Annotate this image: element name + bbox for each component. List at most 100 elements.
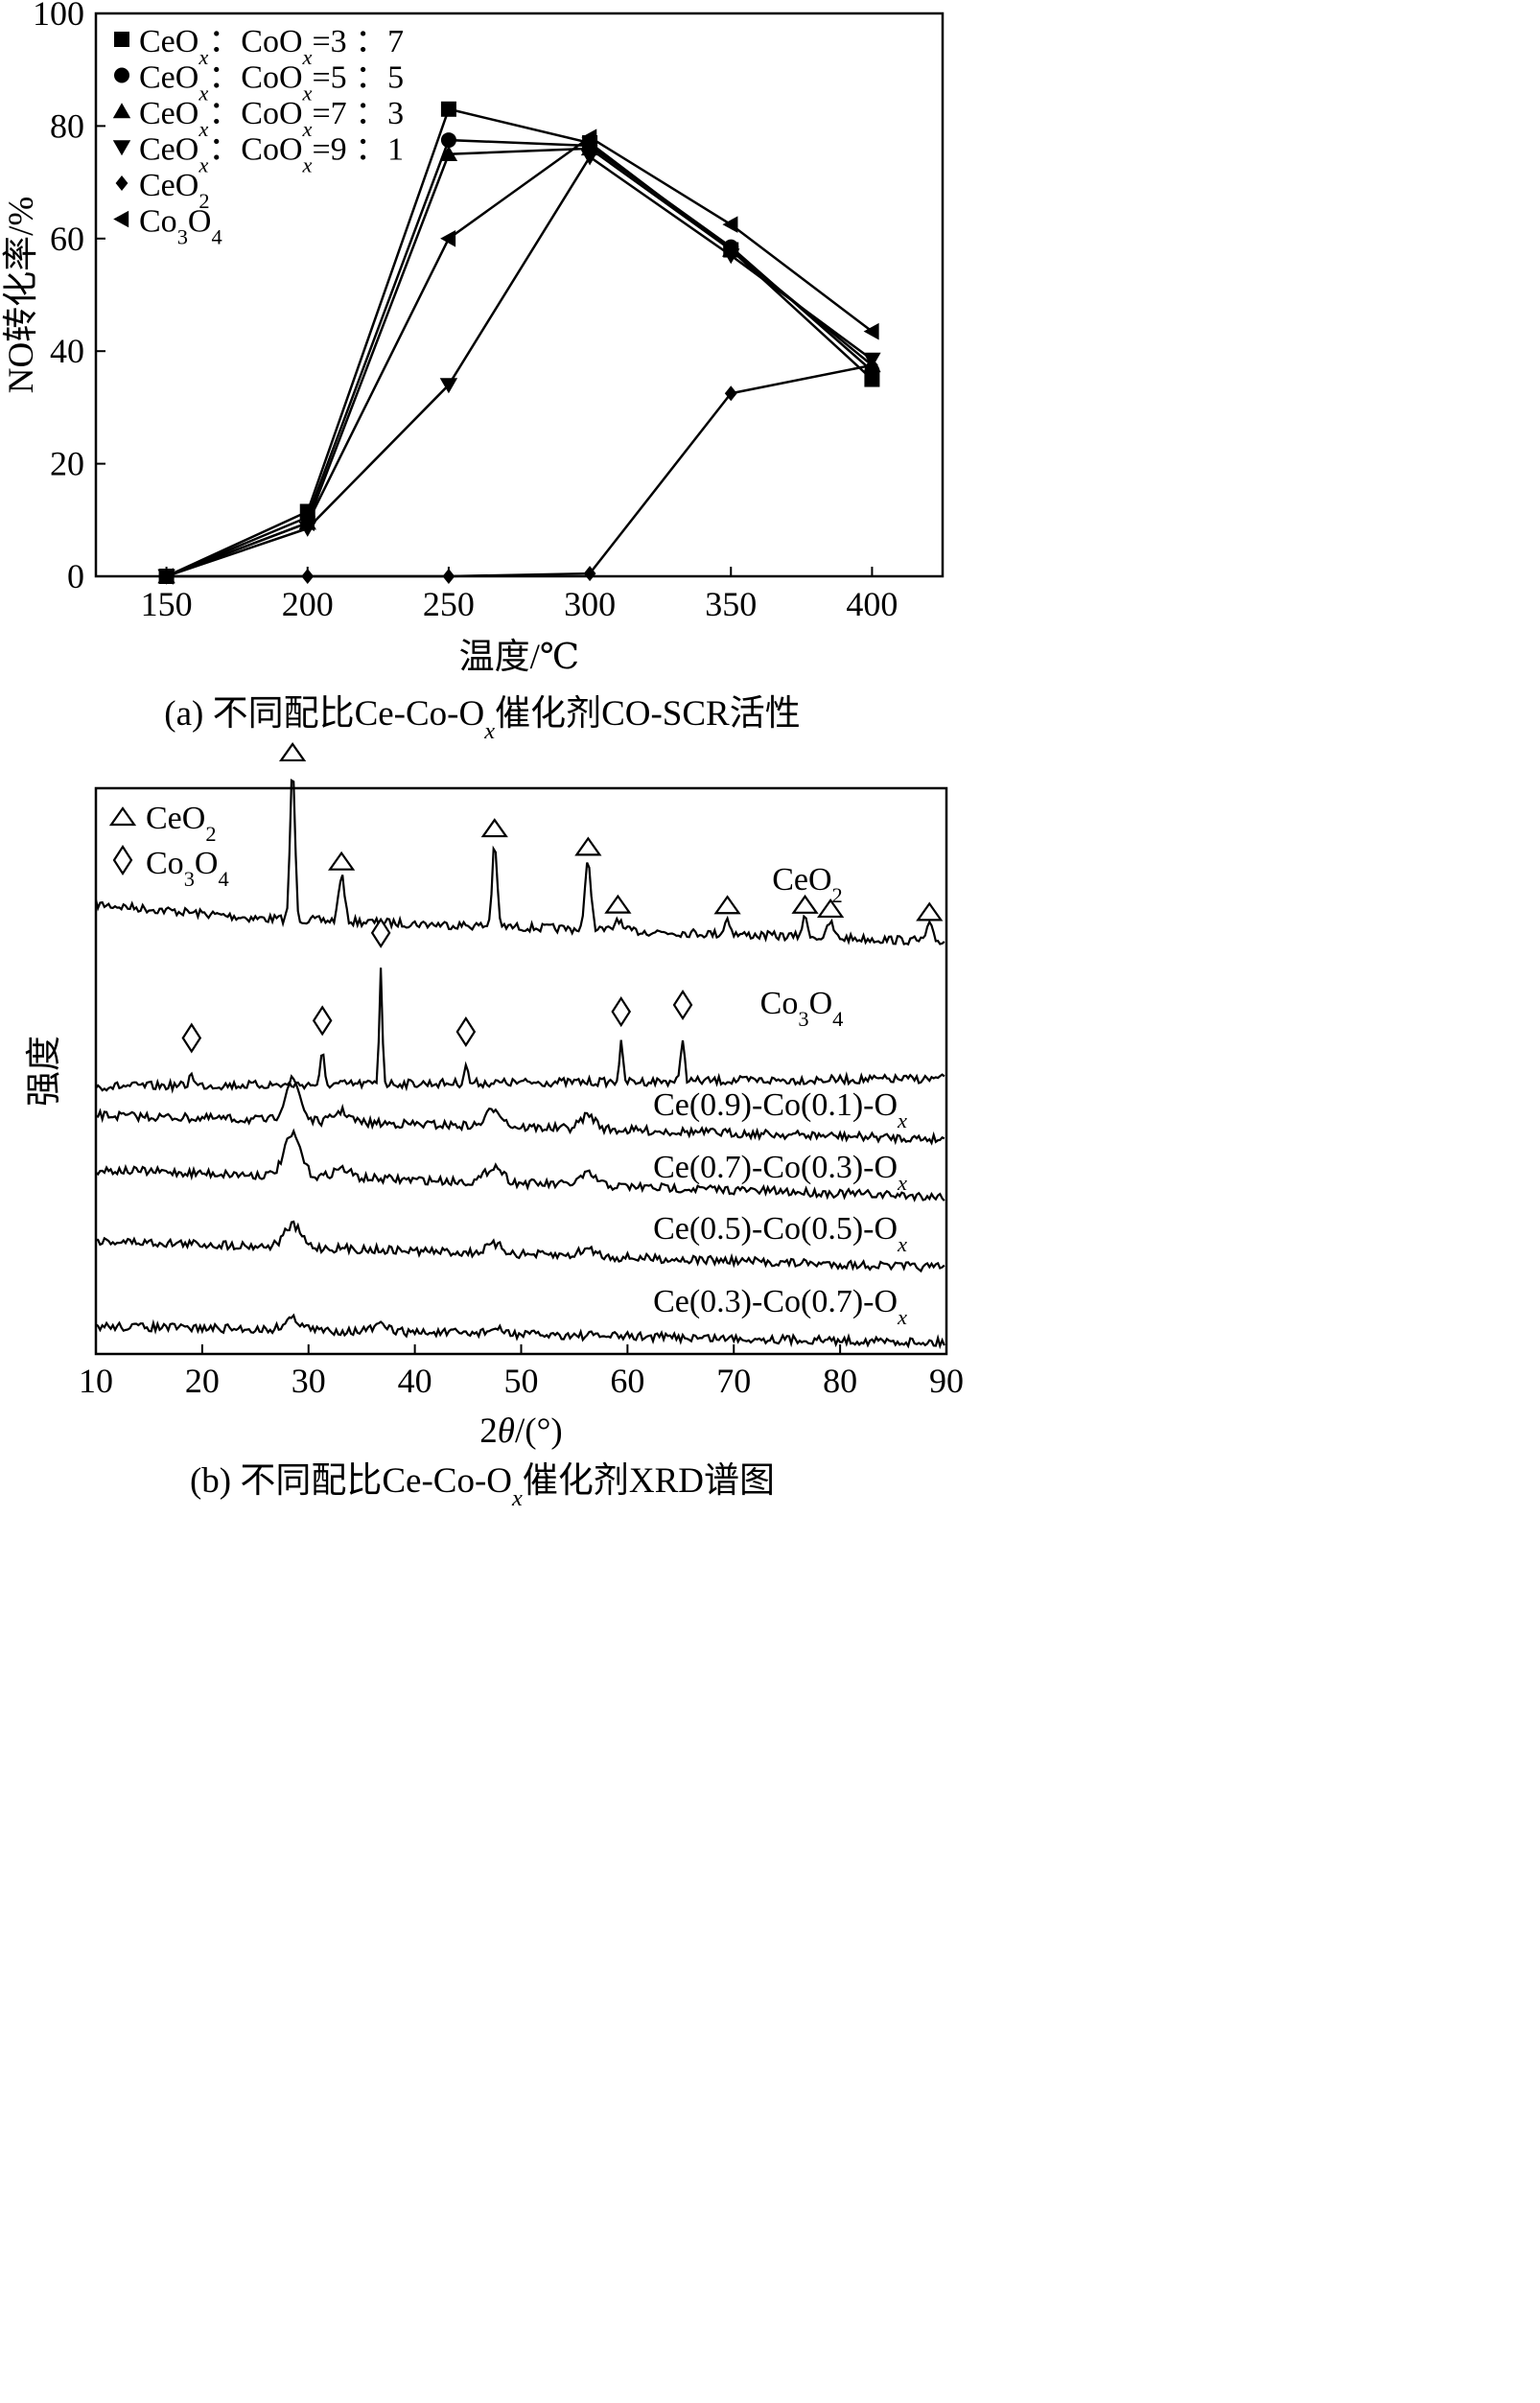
ceo2-peak-marker [791, 894, 819, 914]
pattern-label: Ce(0.7)-Co(0.3)-Ox [653, 1150, 907, 1195]
panel-b-pattern-labels: CeO2 Co3O4 Ce(0.9)-Co(0.1)-Ox Ce(0.7)-Co(0.… [653, 862, 907, 1329]
series-1 [158, 101, 880, 584]
data-point [863, 322, 879, 340]
panel-a-caption: (a) 不同配比Ce-Co-Ox催化剂CO-SCR活性 [164, 693, 800, 744]
legend-marker [112, 103, 131, 119]
data-point [298, 514, 315, 532]
panel-a-series [157, 101, 881, 585]
series-line [166, 135, 874, 578]
series-5 [160, 357, 878, 584]
legend-marker [114, 67, 129, 83]
data-point [440, 132, 456, 149]
legend-label: CeOx：CoOx=3 ：7 [139, 24, 404, 69]
data-point [580, 150, 599, 166]
xrd-pattern-5 [95, 1220, 945, 1273]
pattern-label: CeO2 [772, 862, 843, 907]
x-tick-label: 350 [705, 585, 757, 623]
co3o4-peak-marker [672, 989, 693, 1021]
co3o4-peak-marker [370, 917, 391, 948]
x-tick-label: 80 [823, 1362, 857, 1400]
data-point [583, 566, 596, 582]
data-point [301, 569, 315, 584]
series-6 [157, 128, 879, 585]
xrd-pattern-3 [95, 1074, 945, 1146]
panel-b-x-axis-label: 2θ/(°) [479, 1411, 562, 1451]
panel-a-plot-frame [94, 12, 945, 578]
ceo2-peak-marker [713, 895, 741, 915]
x-tick-label: 40 [398, 1362, 432, 1400]
y-tick-label: 100 [33, 0, 84, 33]
data-point [440, 101, 456, 117]
data-point [866, 357, 878, 373]
y-tick-label: 80 [50, 106, 84, 145]
data-point [439, 145, 458, 161]
panel-b-y-axis-label: 强度 [24, 1036, 64, 1107]
panel-b-patterns [94, 779, 945, 1350]
legend-label: Co3O4 [139, 204, 222, 249]
pattern-label: Ce(0.9)-Co(0.1)-Ox [653, 1087, 907, 1132]
series-3 [157, 140, 881, 584]
legend-label: CeO2 [146, 801, 217, 846]
series-line [166, 147, 874, 578]
panel-a-x-axis-label: 温度/℃ [459, 637, 580, 677]
co3o4-peak-marker [312, 1005, 333, 1037]
legend-label: CeOx：CoOx=5 ：5 [139, 60, 404, 105]
series-line [166, 154, 874, 578]
pattern-label: Ce(0.5)-Co(0.5)-Ox [653, 1211, 907, 1256]
x-tick-label: 300 [564, 585, 616, 623]
data-point [440, 230, 456, 247]
x-tick-label: 10 [79, 1362, 113, 1400]
co3o4-peak-marker [181, 1022, 202, 1054]
x-tick-label: 400 [846, 585, 898, 623]
x-tick-label: 30 [292, 1362, 326, 1400]
series-line [166, 138, 874, 578]
legend-marker [112, 140, 131, 156]
figure: 150 200 250 300 350 400 0 20 40 60 80 100 CeOx：CoOx… [1, 0, 964, 1505]
y-tick-label: 20 [50, 445, 84, 483]
ceo2-peak-marker [278, 742, 307, 762]
legend-label: CeOx：CoOx=7 ：3 [139, 96, 404, 141]
x-tick-label: 20 [185, 1362, 220, 1400]
co3o4-peak-marker [455, 1015, 477, 1048]
data-point [442, 569, 455, 584]
ceo2-peak-marker [108, 806, 137, 827]
panel-b-peak-markers [181, 742, 944, 1054]
panel-a-conversion-chart: 150 200 250 300 350 400 0 20 40 60 80 100 CeOx：CoOx… [1, 0, 945, 744]
series-2 [158, 132, 880, 584]
y-tick-label: 40 [50, 332, 84, 370]
ceo2-peak-marker [604, 894, 632, 914]
data-point [724, 385, 737, 402]
ceo2-peak-marker [574, 836, 602, 856]
panel-b-caption: (b) 不同配比Ce-Co-Ox催化剂XRD谱图 [190, 1460, 775, 1505]
ceo2-peak-marker [480, 818, 508, 838]
legend-label: Co3O4 [146, 846, 229, 891]
legend-marker [115, 175, 128, 191]
panel-b-ticks: 10 20 30 40 50 60 70 80 90 [79, 1344, 964, 1400]
x-tick-label: 200 [282, 585, 334, 623]
x-tick-label: 150 [141, 585, 193, 623]
legend-marker [113, 210, 129, 228]
pattern-label: Co3O4 [760, 986, 844, 1031]
co3o4-peak-marker [112, 844, 133, 876]
series-line [166, 107, 874, 578]
panel-a-y-axis-label: NO转化率/% [1, 197, 41, 394]
xrd-pattern-2 [95, 968, 945, 1094]
ceo2-peak-marker [327, 851, 356, 871]
panel-a-ticks: 150 200 250 300 350 400 0 20 40 60 80 100 [33, 0, 898, 623]
data-point [157, 568, 174, 585]
x-tick-label: 250 [423, 585, 475, 623]
data-point [581, 128, 597, 146]
ceo2-peak-marker [916, 901, 944, 922]
legend-marker [114, 32, 129, 47]
ceo2-peak-marker [817, 898, 845, 919]
x-tick-label: 90 [929, 1362, 964, 1400]
xrd-pattern-1 [94, 779, 945, 946]
data-point [722, 248, 740, 265]
data-point [722, 216, 738, 233]
y-tick-label: 0 [67, 557, 84, 595]
x-tick-label: 50 [504, 1362, 539, 1400]
co3o4-peak-marker [611, 996, 632, 1028]
